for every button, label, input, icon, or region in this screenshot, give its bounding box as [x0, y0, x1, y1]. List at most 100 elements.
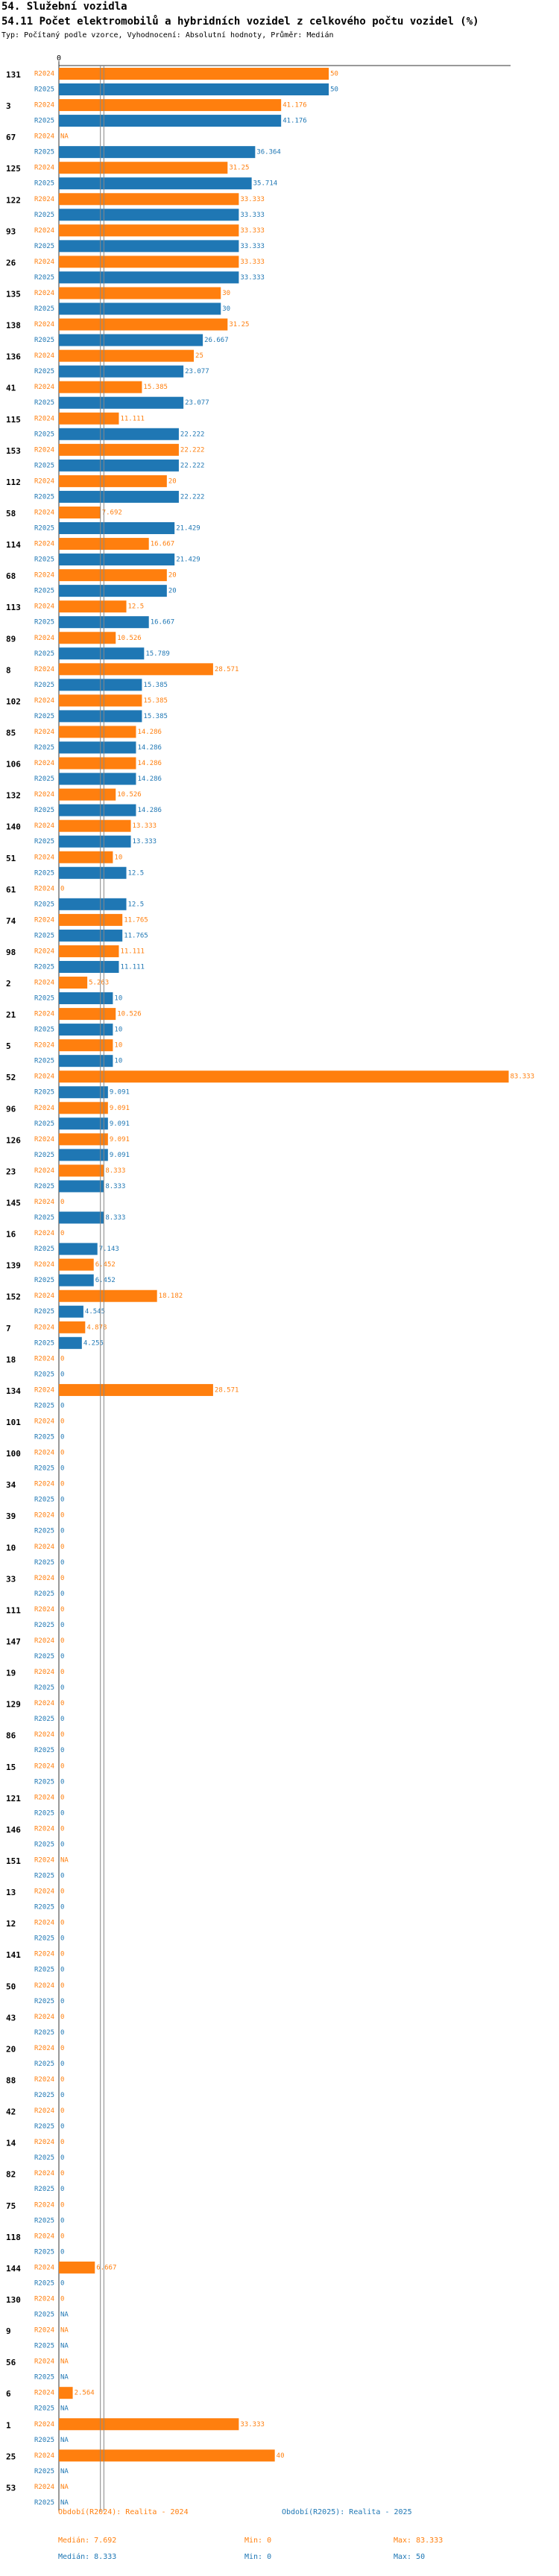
r2024-bar — [59, 663, 213, 676]
r2025-series-label: R2025 — [34, 1904, 54, 1912]
r2025-bar — [59, 1117, 108, 1130]
r2025-value-label: 22.222 — [180, 431, 205, 438]
r2025-value-label: 0 — [60, 2280, 64, 2287]
r2025-bar — [59, 146, 256, 159]
r2024-bar — [59, 349, 195, 362]
r2025-series-label: R2025 — [34, 1653, 54, 1660]
r2024-value-label: 6.452 — [95, 1261, 116, 1269]
r2025-series-label: R2025 — [34, 1120, 54, 1128]
category-label: 14 — [6, 2139, 16, 2148]
r2025-bar — [59, 866, 127, 879]
r2024-series-label: R2024 — [34, 885, 54, 892]
r2024-series-label: R2024 — [34, 666, 54, 673]
r2025-value-label: 0 — [60, 2061, 64, 2068]
r2025-series-label: R2025 — [34, 1214, 54, 1222]
r2024-value-label: 0 — [60, 1637, 64, 1645]
r2025-bar — [59, 1180, 104, 1193]
r2025-bar — [59, 271, 239, 284]
r2025-bar — [59, 209, 239, 221]
r2025-value-label: 0 — [60, 1841, 64, 1848]
r2024-value-label: 12.5 — [128, 603, 145, 611]
r2025-series-label: R2025 — [34, 1497, 54, 1504]
r2024-series-label: R2024 — [34, 916, 54, 924]
r2024-value-label: 18.182 — [159, 1292, 183, 1300]
r2024-value-label: 10 — [114, 1042, 122, 1050]
r2024-min-stat: Min: 0 — [244, 2537, 272, 2545]
r2025-value-label: 8.333 — [105, 1183, 125, 1190]
r2025-value-label: 15.385 — [143, 713, 168, 720]
r2024-value-label: 0 — [60, 2170, 64, 2177]
r2025-value-label: NA — [60, 2468, 69, 2475]
r2024-value-label: 0 — [60, 1700, 64, 1707]
r2024-value-label: 0 — [60, 1920, 64, 1927]
r2024-value-label: 41.176 — [282, 102, 307, 110]
r2025-series-label: R2025 — [34, 1058, 54, 1065]
r2025-series-label: R2025 — [34, 995, 54, 1003]
r2024-bar — [59, 788, 116, 801]
r2025-value-label: 9.091 — [110, 1152, 130, 1159]
r2025-series-label: R2025 — [34, 2374, 54, 2382]
r2025-value-label: 16.667 — [151, 619, 175, 626]
r2024-series-label: R2024 — [34, 352, 54, 360]
r2024-bar — [59, 600, 127, 613]
r2024-value-label: 0 — [60, 2295, 64, 2303]
r2025-value-label: 15.789 — [145, 650, 170, 658]
r2025-value-label: NA — [60, 2374, 69, 2382]
r2024-series-label: R2024 — [34, 227, 54, 235]
r2025-bar — [59, 835, 131, 848]
category-label: 126 — [6, 1135, 21, 1145]
r2025-series-label: R2025 — [34, 1402, 54, 1409]
category-label: 118 — [6, 2233, 21, 2242]
r2024-series-label: R2024 — [34, 1700, 54, 1707]
r2025-series-label: R2025 — [34, 682, 54, 689]
r2024-series-label: R2024 — [34, 1324, 54, 1331]
r2024-bar — [59, 162, 228, 174]
r2024-series-label: R2024 — [34, 2045, 54, 2052]
r2024-value-label: 10 — [114, 854, 122, 861]
r2024-max-stat: Max: 83.333 — [394, 2537, 443, 2545]
category-label: 101 — [6, 1418, 21, 1427]
r2024-bar — [59, 1321, 86, 1333]
r2024-series-label: R2024 — [34, 572, 54, 580]
category-label: 51 — [6, 854, 16, 863]
category-label: 74 — [6, 916, 16, 926]
category-label: 134 — [6, 1386, 21, 1396]
category-label: 6 — [6, 2389, 11, 2399]
r2025-value-label: 0 — [60, 2217, 64, 2224]
r2025-series-label: R2025 — [34, 1841, 54, 1848]
category-label: 43 — [6, 2013, 16, 2023]
category-label: 50 — [6, 1982, 16, 1991]
r2025-series-label: R2025 — [34, 1152, 54, 1159]
r2025-bar — [59, 115, 282, 127]
category-label: 132 — [6, 791, 21, 801]
r2025-series-label: R2025 — [34, 1027, 54, 1034]
r2025-series-label: R2025 — [34, 556, 54, 564]
r2024-series-label: R2024 — [34, 1418, 54, 1426]
r2025-series-label: R2025 — [34, 1809, 54, 1817]
r2025-value-label: NA — [60, 2405, 69, 2413]
category-label: 141 — [6, 1950, 21, 1960]
r2025-series-label: R2025 — [34, 2437, 54, 2444]
r2025-series-label: R2025 — [34, 1308, 54, 1316]
r2025-series-label: R2025 — [34, 118, 54, 125]
r2024-value-label: 0 — [60, 1951, 64, 1958]
category-label: 25 — [6, 2452, 16, 2461]
r2024-bar — [59, 726, 136, 738]
r2024-value-label: 0 — [60, 2014, 64, 2021]
r2025-bar — [59, 773, 136, 785]
r2024-bar — [59, 1008, 116, 1021]
legend-r2024-label: Období(R2024): Realita - 2024 — [58, 2508, 189, 2516]
r2024-value-label: 40 — [277, 2452, 285, 2460]
r2024-series-label: R2024 — [34, 1575, 54, 1582]
r2024-bar — [59, 287, 221, 299]
category-label: 5 — [6, 1041, 11, 1051]
r2024-series-label: R2024 — [34, 1512, 54, 1520]
r2025-series-label: R2025 — [34, 713, 54, 720]
r2024-series-label: R2024 — [34, 760, 54, 767]
r2025-bar — [59, 240, 239, 253]
r2025-series-label: R2025 — [34, 1246, 54, 1253]
r2024-bar — [59, 412, 119, 425]
r2024-value-label: 0 — [60, 1606, 64, 1614]
category-label: 34 — [6, 1480, 16, 1490]
r2024-series-label: R2024 — [34, 1386, 54, 1394]
